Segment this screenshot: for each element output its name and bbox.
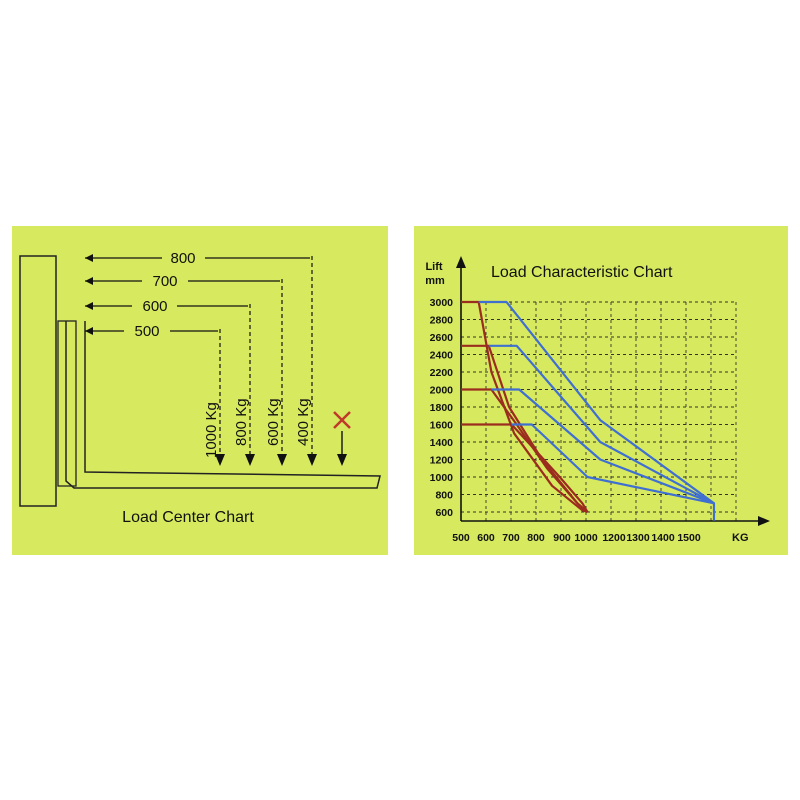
y-label-mm: mm — [425, 275, 445, 287]
x-tick-label: 1200 — [602, 532, 626, 544]
dimension-700: 700 — [85, 273, 283, 464]
dimension-label-500: 500 — [134, 323, 159, 340]
dimension-600: 600 — [85, 298, 251, 464]
load-center-panel: 800 700 600 500 1000 Kg — [12, 226, 388, 555]
y-tick-label: 800 — [435, 490, 453, 502]
x-tick-label: 500 — [452, 532, 470, 544]
load-label-1000: 1000 Kg — [203, 402, 220, 458]
dimension-label-800: 800 — [170, 250, 195, 267]
series-line-blue-5 — [488, 344, 715, 505]
x-tick-label: 600 — [477, 532, 495, 544]
y-tick-label: 3000 — [430, 297, 454, 309]
y-tick-label: 2800 — [430, 315, 454, 327]
load-label-600: 600 Kg — [265, 398, 282, 446]
y-tick-label: 2600 — [430, 332, 454, 344]
chart-title: Load Characteristic Chart — [491, 264, 673, 281]
x-tick-label: 1400 — [651, 532, 675, 544]
y-tick-label: 2200 — [430, 367, 454, 379]
load-center-diagram: 800 700 600 500 1000 Kg — [19, 250, 381, 526]
fork-carriage — [57, 320, 77, 487]
load-characteristic-chart: Lift mm Load Characteristic Chart KG 300… — [425, 256, 770, 544]
load-arrow-800: 800 Kg — [233, 398, 255, 466]
forbidden-x-icon — [333, 411, 351, 466]
y-tick-label: 1000 — [430, 472, 454, 484]
y-tick-label: 1400 — [430, 437, 454, 449]
x-tick-label: 1000 — [574, 532, 598, 544]
load-arrow-1000: 1000 Kg — [203, 402, 225, 466]
x-unit-label: KG — [732, 532, 749, 544]
load-arrow-400: 400 Kg — [295, 398, 317, 466]
y-tick-label: 1600 — [430, 420, 454, 432]
series-line-blue-7 — [511, 423, 715, 505]
load-characteristic-panel: Lift mm Load Characteristic Chart KG 300… — [414, 226, 788, 555]
y-ticks: 3000 2800 2600 2400 2200 2000 1800 1600 1400 1200… — [430, 297, 454, 519]
load-label-400: 400 Kg — [295, 398, 312, 446]
x-tick-label: 1300 — [626, 532, 650, 544]
x-tick-label: 1500 — [677, 532, 701, 544]
y-tick-label: 2000 — [430, 385, 454, 397]
dimension-label-700: 700 — [152, 273, 177, 290]
mast — [19, 255, 57, 507]
series-line-blue-4 — [478, 300, 716, 521]
series-line-red-3 — [461, 423, 589, 513]
dimension-800: 800 — [85, 250, 313, 464]
axes — [456, 256, 770, 526]
dimension-label-600: 600 — [142, 298, 167, 315]
y-tick-label: 2400 — [430, 350, 454, 362]
y-axis-arrow — [456, 256, 466, 268]
y-tick-label: 1800 — [430, 402, 454, 414]
load-center-title: Load Center Chart — [122, 509, 254, 526]
x-axis-arrow — [758, 516, 770, 526]
y-label-lift: Lift — [425, 261, 442, 273]
load-label-800: 800 Kg — [233, 398, 250, 446]
dimension-500: 500 — [85, 323, 221, 464]
x-tick-label: 700 — [502, 532, 520, 544]
fork — [65, 321, 381, 489]
series-line-red-2 — [461, 388, 589, 513]
y-tick-label: 600 — [435, 507, 453, 519]
x-ticks: 500 600 700 800 900 1000 1200 1300 1400 1500 — [452, 532, 701, 544]
series — [461, 300, 716, 521]
series-line-blue-6 — [491, 388, 715, 505]
load-arrow-600: 600 Kg — [265, 398, 287, 466]
y-tick-label: 1200 — [430, 455, 454, 467]
x-tick-label: 900 — [553, 532, 571, 544]
x-tick-label: 800 — [527, 532, 545, 544]
